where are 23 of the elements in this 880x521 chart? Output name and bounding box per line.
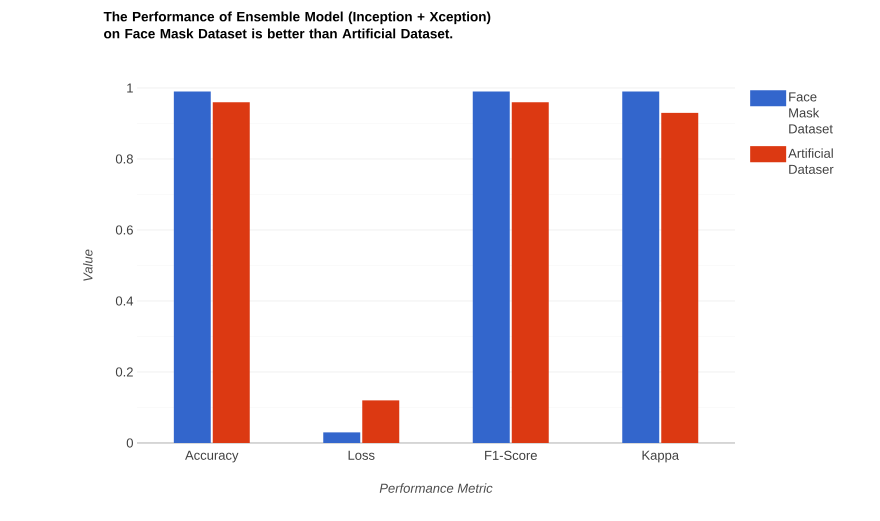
- legend-label: Face Mask Dataset: [789, 92, 833, 134]
- y-tick-label: 0.8: [116, 154, 133, 164]
- legend-label: Artificial Dataser: [788, 148, 834, 174]
- x-tick-label: F1-Score: [485, 450, 537, 460]
- y-tick-label: 0.2: [116, 367, 133, 377]
- bar: [512, 102, 549, 443]
- bar: [174, 92, 211, 443]
- y-tick-label: 1: [127, 84, 133, 92]
- x-axis-title: Performance Metric: [380, 483, 493, 493]
- y-tick-label: 0: [126, 438, 133, 448]
- y-axis-title: Value: [82, 250, 93, 281]
- x-tick-label: Accuracy: [185, 450, 238, 462]
- y-tick-label: 0.6: [116, 225, 133, 235]
- x-tick-label: Loss: [348, 450, 375, 460]
- chart-title: The Performance of Ensemble Model (Inception + Xception) on Face Mask Dataset is better than Artificial Dataset.: [104, 12, 490, 38]
- bar: [323, 432, 360, 443]
- bar: [362, 400, 400, 443]
- bar: [212, 102, 250, 443]
- y-tick-label: 0.4: [116, 296, 134, 306]
- x-tick-label: Kappa: [642, 450, 680, 462]
- bar: [472, 92, 510, 443]
- bar: [622, 92, 660, 443]
- bar: [661, 112, 698, 443]
